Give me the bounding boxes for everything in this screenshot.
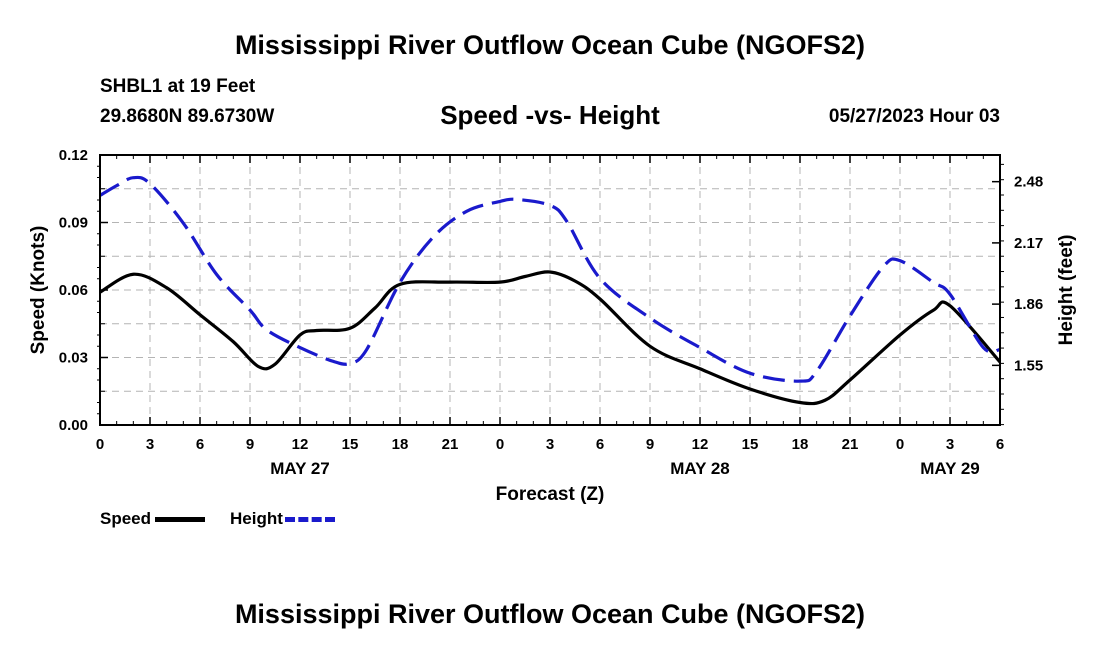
x-tick-label: 6 bbox=[596, 436, 604, 453]
series-line-speed bbox=[99, 270, 1002, 406]
x-axis-title: Forecast (Z) bbox=[496, 484, 605, 505]
x-tick-label: 9 bbox=[246, 436, 254, 453]
chart-title: Mississippi River Outflow Ocean Cube (NG… bbox=[234, 30, 866, 60]
x-tick-label: 3 bbox=[546, 436, 554, 453]
series-layer bbox=[99, 175, 1002, 406]
x-tick-label: 18 bbox=[792, 436, 809, 453]
station-label: SHBL1 at 19 Feet bbox=[100, 76, 256, 97]
y-tick-label: 0.12 bbox=[59, 147, 88, 164]
legend-speed-label: Speed bbox=[100, 509, 152, 528]
x-tick-label: 18 bbox=[392, 436, 409, 453]
grid-layer bbox=[100, 155, 1000, 425]
label-layer: 0 3 6 9 12 15 18 21 0 3 6 9 12 15 18 21 0 3 6 MAY 27 MAY 28 M… bbox=[28, 147, 1077, 505]
x-tick-label: 6 bbox=[996, 436, 1004, 453]
y2-tick-label: 1.55 bbox=[1014, 357, 1043, 374]
x-tick-label: 3 bbox=[146, 436, 154, 453]
x-tick-label: 21 bbox=[442, 436, 459, 453]
x-tick-label: 0 bbox=[896, 436, 904, 453]
y2-tick-label: 1.86 bbox=[1014, 296, 1043, 313]
date-label: MAY 28 bbox=[670, 459, 730, 478]
chart-subtitle: Speed -vs- Height bbox=[440, 100, 660, 130]
date-label: MAY 27 bbox=[270, 459, 330, 478]
tick-layer bbox=[97, 154, 1004, 426]
y-tick-label: 0.09 bbox=[59, 215, 88, 232]
y2-tick-label: 2.17 bbox=[1014, 235, 1043, 252]
legend-height-label: Height bbox=[230, 509, 283, 528]
y-tick-label: 0.03 bbox=[59, 350, 88, 367]
x-tick-label: 0 bbox=[96, 436, 104, 453]
x-tick-label: 0 bbox=[496, 436, 504, 453]
station-coordinates: 29.8680N 89.6730W bbox=[100, 106, 275, 127]
y-tick-label: 0.06 bbox=[59, 282, 88, 299]
x-tick-label: 6 bbox=[196, 436, 204, 453]
x-tick-label: 21 bbox=[842, 436, 859, 453]
forecast-datetime: 05/27/2023 Hour 03 bbox=[828, 106, 1000, 127]
x-tick-label: 15 bbox=[342, 436, 359, 453]
legend-speed: Speed bbox=[100, 509, 206, 529]
date-label: MAY 29 bbox=[920, 459, 980, 478]
x-tick-label: 12 bbox=[292, 436, 309, 453]
y-tick-label: 0.00 bbox=[59, 417, 88, 434]
series-line-height bbox=[99, 175, 1001, 383]
y2-tick-label: 2.48 bbox=[1014, 174, 1043, 191]
x-tick-label: 9 bbox=[646, 436, 654, 453]
x-tick-label: 12 bbox=[692, 436, 709, 453]
legend-speed-swatch bbox=[155, 516, 206, 522]
x-tick-label: 3 bbox=[946, 436, 954, 453]
x-tick-label: 15 bbox=[742, 436, 759, 453]
legend-height-swatch bbox=[284, 516, 335, 522]
y-axis-title: Speed (Knots) bbox=[28, 226, 49, 355]
y2-axis-title: Height (feet) bbox=[1056, 235, 1077, 346]
footer-title: Mississippi River Outflow Ocean Cube (NG… bbox=[234, 599, 866, 629]
legend-height: Height bbox=[230, 509, 335, 529]
